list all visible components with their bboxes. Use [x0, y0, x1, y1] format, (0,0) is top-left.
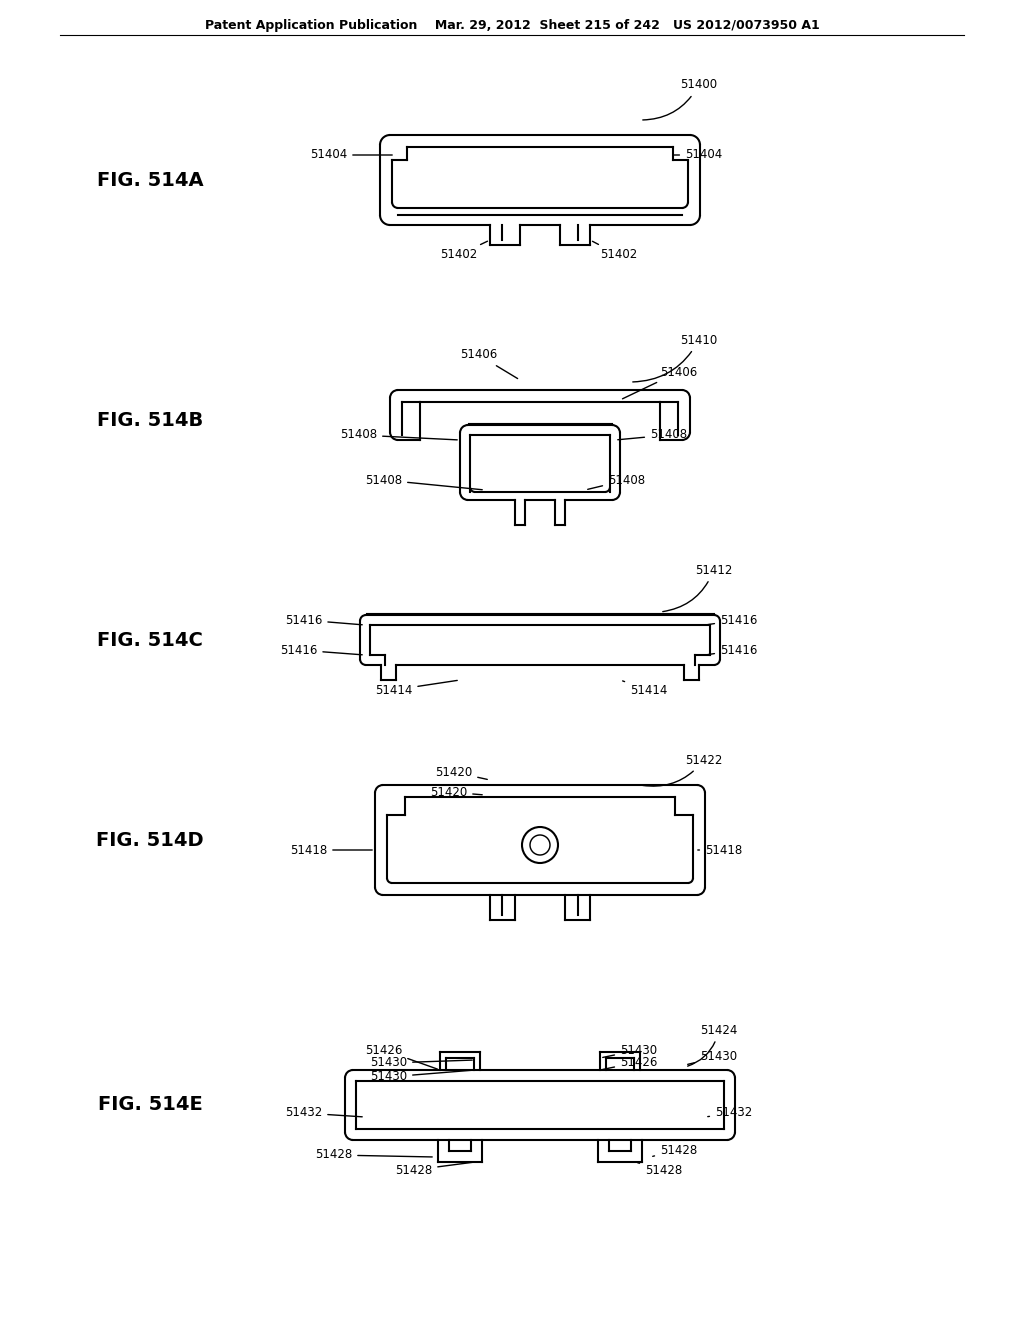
Text: 51404: 51404 [673, 149, 722, 161]
Text: 51424: 51424 [688, 1023, 737, 1067]
Text: 51428: 51428 [652, 1143, 697, 1156]
Text: 51428: 51428 [395, 1163, 472, 1176]
Text: 51414: 51414 [375, 680, 458, 697]
Text: 51406: 51406 [460, 348, 517, 379]
Text: FIG. 514B: FIG. 514B [97, 411, 203, 429]
Text: FIG. 514D: FIG. 514D [96, 830, 204, 850]
Text: 51402: 51402 [440, 242, 487, 261]
Text: 51406: 51406 [623, 366, 697, 399]
Text: 51430: 51430 [370, 1056, 472, 1069]
Text: 51430: 51430 [370, 1071, 472, 1084]
Text: 51408: 51408 [588, 474, 645, 490]
Text: 51430: 51430 [688, 1051, 737, 1064]
Text: 51422: 51422 [643, 754, 722, 787]
Text: 51412: 51412 [663, 564, 732, 611]
Text: 51432: 51432 [285, 1106, 362, 1119]
Text: 51428: 51428 [638, 1163, 682, 1176]
Text: 51426: 51426 [603, 1056, 657, 1069]
Text: 51420: 51420 [430, 785, 482, 799]
Text: 51426: 51426 [365, 1044, 437, 1069]
Text: 51428: 51428 [315, 1148, 432, 1162]
Text: 51416: 51416 [708, 614, 758, 627]
Text: 51416: 51416 [280, 644, 362, 656]
Text: FIG. 514A: FIG. 514A [96, 170, 204, 190]
Text: 51408: 51408 [340, 429, 458, 441]
Text: 51418: 51418 [290, 843, 372, 857]
Text: 51430: 51430 [603, 1044, 657, 1057]
Text: 51416: 51416 [285, 614, 362, 627]
Text: FIG. 514C: FIG. 514C [97, 631, 203, 649]
Text: 51408: 51408 [617, 429, 687, 441]
Text: 51410: 51410 [633, 334, 717, 381]
Text: 51414: 51414 [623, 681, 668, 697]
Text: 51404: 51404 [310, 149, 392, 161]
Text: 51420: 51420 [435, 766, 487, 779]
Text: 51418: 51418 [697, 843, 742, 857]
Text: 51416: 51416 [708, 644, 758, 656]
Text: FIG. 514E: FIG. 514E [97, 1096, 203, 1114]
Text: 51408: 51408 [365, 474, 482, 490]
Text: Patent Application Publication    Mar. 29, 2012  Sheet 215 of 242   US 2012/0073: Patent Application Publication Mar. 29, … [205, 18, 819, 32]
Text: 51402: 51402 [593, 242, 637, 261]
Text: 51432: 51432 [708, 1106, 753, 1119]
Text: 51400: 51400 [643, 78, 717, 120]
